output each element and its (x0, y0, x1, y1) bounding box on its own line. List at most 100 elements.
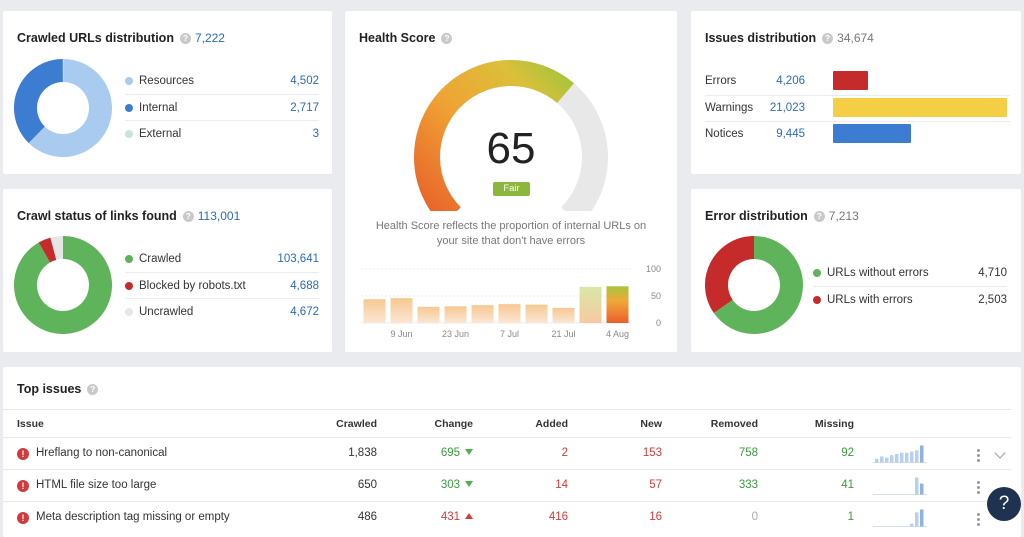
legend-value[interactable]: 4,688 (290, 279, 319, 292)
missing-value[interactable]: 41 (841, 479, 854, 491)
legend-value[interactable]: 3 (312, 128, 319, 140)
card-title: Top issues (17, 382, 82, 396)
new-value[interactable]: 57 (649, 479, 662, 491)
new-value[interactable]: 16 (649, 511, 662, 523)
column-header-new[interactable]: New (640, 418, 662, 430)
legend-label: Internal (139, 101, 178, 114)
total-count[interactable]: 7,222 (194, 31, 225, 45)
dist-value[interactable]: 4,206 (776, 75, 805, 87)
help-icon[interactable]: ? (179, 33, 191, 44)
removed-value[interactable]: 758 (738, 447, 758, 459)
divider (3, 409, 1011, 410)
dist-bar-warnings[interactable] (833, 98, 1007, 117)
history-bar[interactable] (498, 304, 521, 323)
donut-segment[interactable] (50, 236, 64, 260)
dist-row-warnings[interactable]: Warnings 21,023 (705, 96, 1015, 122)
history-bar[interactable] (417, 306, 440, 323)
history-bar[interactable] (390, 298, 413, 323)
y-tick-label: 50 (651, 291, 661, 301)
column-header-added[interactable]: Added (535, 418, 568, 430)
trend-sparkline[interactable] (873, 508, 927, 527)
added-value[interactable]: 14 (555, 479, 568, 491)
help-icon[interactable]: ? (813, 211, 825, 222)
crawled-value[interactable]: 650 (357, 479, 377, 491)
legend-label: Resources (139, 75, 194, 87)
health-score-title-row: Health Score? (359, 31, 453, 45)
issue-name[interactable]: HTML file size too large (36, 479, 157, 491)
history-bar[interactable] (363, 299, 386, 323)
donut-segment[interactable] (705, 236, 755, 314)
legend-row-uncrawled[interactable]: Uncrawled 4,672 (125, 299, 319, 326)
card-title: Health Score (359, 31, 436, 45)
help-icon[interactable]: ? (87, 384, 99, 395)
history-bar[interactable] (471, 305, 494, 323)
error-icon: ! (17, 480, 29, 492)
help-icon[interactable]: ? (822, 33, 834, 44)
legend-row-external[interactable]: External 3 (125, 121, 319, 148)
added-value[interactable]: 416 (548, 511, 568, 523)
legend-value[interactable]: 4,502 (290, 75, 319, 87)
missing-value[interactable]: 92 (841, 447, 854, 459)
column-header-crawled[interactable]: Crawled (336, 418, 377, 430)
history-bar[interactable] (525, 304, 548, 323)
health-history-chart[interactable]: 100 50 0 9 Jun 23 Jun 7 Jul 21 Jul 4 Aug (357, 261, 672, 346)
history-bar[interactable] (606, 286, 629, 323)
divider (705, 95, 1010, 96)
card-title: Crawled URLs distribution (17, 31, 174, 45)
issue-name[interactable]: Meta description tag missing or empty (36, 511, 230, 523)
donut-segment[interactable] (713, 236, 803, 334)
trend-sparkline[interactable] (873, 444, 927, 463)
dist-value[interactable]: 21,023 (769, 102, 805, 114)
legend-value[interactable]: 4,672 (290, 306, 319, 318)
dist-bar-errors[interactable] (833, 71, 868, 90)
issue-name[interactable]: Hreflang to non-canonical (36, 447, 168, 459)
legend-row-without-errors[interactable]: URLs without errors 4,710 (813, 260, 1007, 287)
donut-segment[interactable] (14, 59, 64, 143)
legend-value[interactable]: 103,641 (277, 253, 319, 265)
help-icon[interactable]: ? (182, 211, 194, 222)
legend-value: 2,503 (978, 293, 1007, 306)
column-header-change[interactable]: Change (434, 418, 473, 430)
new-value[interactable]: 153 (642, 447, 662, 459)
total-count[interactable]: 113,001 (197, 209, 241, 223)
dist-value[interactable]: 9,445 (776, 128, 805, 140)
history-bar[interactable] (579, 286, 602, 323)
column-header-removed[interactable]: Removed (710, 418, 758, 430)
column-header-issue[interactable]: Issue (17, 418, 44, 430)
column-header-missing[interactable]: Missing (814, 418, 854, 430)
change-value[interactable]: 431 (441, 511, 473, 523)
more-options-icon[interactable] (977, 449, 980, 464)
history-bar[interactable] (552, 307, 575, 323)
legend-row-internal[interactable]: Internal 2,717 (125, 95, 319, 121)
donut-segment[interactable] (28, 59, 112, 157)
donut-segment[interactable] (38, 237, 57, 263)
help-button[interactable]: ? (987, 487, 1021, 521)
added-value[interactable]: 2 (561, 447, 568, 459)
legend-row-blocked[interactable]: Blocked by robots.txt 4,688 (125, 273, 319, 299)
dist-bar-notices[interactable] (833, 124, 912, 143)
donut-segment[interactable] (14, 236, 112, 334)
crawled-value[interactable]: 1,838 (348, 447, 377, 459)
more-options-icon[interactable] (977, 513, 980, 528)
sparkline-bar (875, 458, 879, 463)
health-score-description: Health Score reflects the proportion of … (375, 220, 647, 247)
crawled-value[interactable]: 486 (357, 511, 377, 523)
more-options-icon[interactable] (977, 481, 980, 496)
trend-sparkline[interactable] (873, 476, 927, 495)
help-icon[interactable]: ? (441, 33, 453, 44)
removed-value[interactable]: 333 (738, 479, 758, 491)
legend-row-resources[interactable]: Resources 4,502 (125, 68, 319, 95)
x-tick-label: 4 Aug (606, 329, 629, 339)
history-bar[interactable] (444, 306, 467, 323)
dist-row-errors[interactable]: Errors 4,206 (705, 69, 1015, 95)
missing-value[interactable]: 1 (847, 511, 854, 523)
legend-row-crawled[interactable]: Crawled 103,641 (125, 246, 319, 273)
dist-row-notices[interactable]: Notices 9,445 (705, 122, 1015, 148)
crawl-status-title-row: Crawl status of links found? 113,001 (17, 209, 240, 223)
change-value[interactable]: 695 (441, 447, 473, 459)
change-value[interactable]: 303 (441, 479, 473, 491)
legend-label: Blocked by robots.txt (139, 279, 246, 292)
removed-value[interactable]: 0 (751, 511, 758, 523)
legend-value[interactable]: 2,717 (290, 101, 319, 114)
legend-row-with-errors[interactable]: URLs with errors 2,503 (813, 287, 1007, 314)
